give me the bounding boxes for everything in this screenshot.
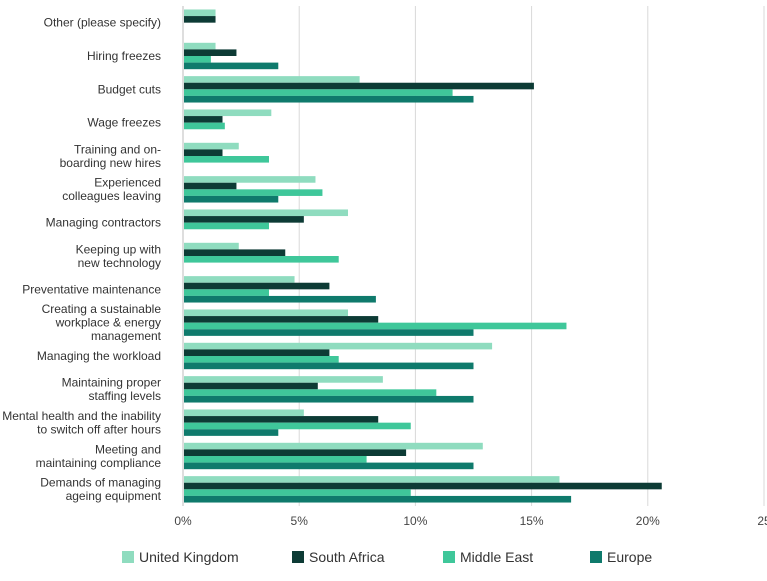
bar bbox=[184, 395, 474, 403]
bar bbox=[184, 116, 223, 123]
legend-item: Middle East bbox=[443, 549, 533, 565]
category-label: Managing contractors bbox=[46, 216, 161, 230]
bar bbox=[184, 189, 323, 196]
bar bbox=[184, 182, 237, 190]
bar bbox=[184, 316, 379, 323]
bar bbox=[184, 422, 411, 430]
bar bbox=[184, 495, 572, 503]
legend-item: South Africa bbox=[292, 549, 385, 565]
bar bbox=[184, 416, 379, 423]
category-label: Meeting and maintaining compliance bbox=[36, 442, 162, 470]
bar bbox=[184, 295, 376, 303]
bar bbox=[184, 309, 349, 317]
legend-swatch bbox=[590, 551, 602, 563]
legend-label: United Kingdom bbox=[139, 549, 239, 565]
x-tick-label: 20% bbox=[636, 514, 660, 528]
bar bbox=[184, 62, 279, 70]
legend-item: United Kingdom bbox=[122, 549, 239, 565]
category-label: Budget cuts bbox=[98, 82, 161, 96]
bar bbox=[184, 376, 383, 383]
bar bbox=[184, 362, 474, 370]
bar bbox=[184, 356, 339, 363]
bars bbox=[184, 9, 662, 503]
bar bbox=[184, 222, 269, 230]
bar bbox=[184, 322, 567, 330]
bar bbox=[184, 242, 239, 250]
bar bbox=[184, 56, 211, 63]
bar bbox=[184, 476, 560, 483]
bar bbox=[184, 462, 474, 470]
bar bbox=[184, 195, 279, 203]
category-label: Creating a sustainable workplace & energy… bbox=[42, 302, 162, 343]
bar bbox=[184, 42, 216, 50]
category-label: Training and on-boarding new hires bbox=[60, 142, 161, 170]
legend-swatch bbox=[443, 551, 455, 563]
legend-label: South Africa bbox=[309, 549, 385, 565]
bar bbox=[184, 16, 216, 23]
category-label: Mental health and the inability to switch… bbox=[2, 409, 161, 437]
bar bbox=[184, 329, 474, 336]
legend-swatch bbox=[292, 551, 304, 563]
category-label: Demands of managing ageing equipment bbox=[40, 476, 161, 504]
x-tick-label: 10% bbox=[403, 514, 427, 528]
category-labels: Other (please specify) Hiring freezes Budg… bbox=[2, 16, 161, 503]
category-label: Wage freezes bbox=[87, 116, 161, 130]
bar bbox=[184, 482, 662, 490]
bar bbox=[184, 9, 216, 17]
bar bbox=[184, 249, 286, 256]
bar bbox=[184, 176, 316, 183]
bar bbox=[184, 282, 330, 290]
bar bbox=[184, 289, 269, 296]
x-tick-label: 5% bbox=[291, 514, 309, 528]
bar bbox=[184, 382, 318, 390]
bar bbox=[184, 216, 304, 223]
legend-label: Europe bbox=[607, 549, 652, 565]
bar bbox=[184, 456, 367, 463]
bar bbox=[184, 95, 474, 103]
bar bbox=[184, 256, 339, 263]
bar bbox=[184, 349, 330, 356]
category-label: Managing the workload bbox=[37, 349, 161, 363]
legend-label: Middle East bbox=[460, 549, 533, 565]
category-label: Maintaining proper staffing levels bbox=[62, 376, 161, 404]
bar bbox=[184, 429, 279, 436]
bar bbox=[184, 342, 493, 350]
bar bbox=[184, 276, 295, 283]
category-label: Hiring freezes bbox=[87, 49, 161, 63]
bar bbox=[184, 122, 225, 130]
bar bbox=[184, 149, 223, 156]
bar bbox=[184, 49, 237, 56]
bar bbox=[184, 89, 453, 96]
category-label: Preventative maintenance bbox=[22, 282, 161, 296]
bar bbox=[184, 156, 269, 163]
category-label: Other (please specify) bbox=[44, 16, 161, 30]
bar bbox=[184, 409, 304, 417]
category-label: Keeping up with new technology bbox=[76, 242, 161, 270]
x-tick-label: 15% bbox=[520, 514, 544, 528]
bar bbox=[184, 389, 437, 396]
bar bbox=[184, 442, 483, 450]
legend-item: Europe bbox=[590, 549, 652, 565]
bar bbox=[184, 209, 349, 217]
legend-swatch bbox=[122, 551, 134, 563]
x-axis-ticks: 0% 5% 10% 15% 20% 25 bbox=[174, 514, 767, 528]
bar bbox=[184, 82, 534, 90]
x-tick-label: 0% bbox=[174, 514, 192, 528]
bar bbox=[184, 489, 411, 496]
category-label: Experienced colleagues leaving bbox=[62, 176, 161, 204]
bar bbox=[184, 76, 360, 83]
legend: United Kingdom South Africa Middle East Eur… bbox=[122, 549, 652, 565]
bar bbox=[184, 109, 272, 117]
bar bbox=[184, 449, 407, 456]
x-tick-label: 25 bbox=[757, 514, 767, 528]
bar bbox=[184, 142, 239, 150]
